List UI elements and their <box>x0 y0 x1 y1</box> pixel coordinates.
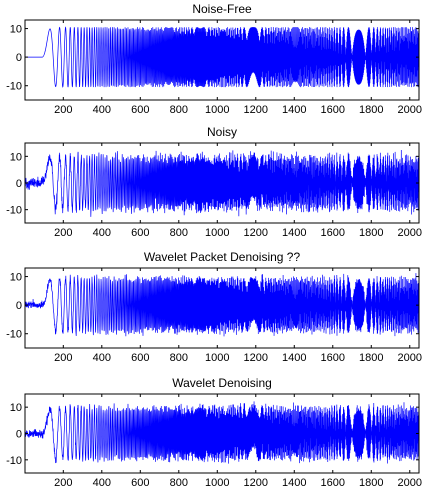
x-tick-label: 1600 <box>321 227 345 239</box>
chart-panel-1: Noise-Free 200 400 600 800 1000 1200 1400 1600 18… <box>6 2 422 116</box>
chart-panel-2: Noisy 200 400 600 800 1000 1200 1400 1600 1800 200… <box>6 125 422 239</box>
x-tick-label: 200 <box>54 352 72 364</box>
y-tick-label: 10 <box>10 272 22 284</box>
x-tick-label: 1400 <box>282 227 306 239</box>
x-tick-label: 1000 <box>205 104 229 116</box>
y-tick-label: 0 <box>16 178 22 190</box>
x-tick-label: 400 <box>93 104 111 116</box>
x-tick-label: 200 <box>54 477 72 489</box>
axes-box <box>24 267 420 349</box>
x-tick-label: 400 <box>93 227 111 239</box>
signal-line <box>25 149 419 217</box>
x-tick-label: 1200 <box>244 227 268 239</box>
signal-line <box>25 401 419 464</box>
signal-line <box>25 26 419 88</box>
panel-title: Noise-Free <box>192 2 252 16</box>
x-tick-label: 400 <box>93 352 111 364</box>
x-tick-label: 1400 <box>282 352 306 364</box>
x-tick-label: 800 <box>170 352 188 364</box>
x-tick-label: 1000 <box>205 352 229 364</box>
x-tick-label: 2000 <box>398 104 422 116</box>
y-tick-label: -10 <box>6 455 22 467</box>
y-tick-label: 10 <box>10 151 22 163</box>
y-tick-label: 0 <box>16 429 22 441</box>
x-tick-label: 200 <box>54 104 72 116</box>
x-tick-label: 2000 <box>398 477 422 489</box>
panel-title: Wavelet Denoising <box>172 376 272 390</box>
x-tick-label: 400 <box>93 477 111 489</box>
panel-title: Noisy <box>207 125 237 139</box>
x-tick-label: 1000 <box>205 477 229 489</box>
x-tick-label: 800 <box>170 104 188 116</box>
x-tick-label: 1200 <box>244 104 268 116</box>
y-tick-label: 10 <box>10 402 22 414</box>
x-tick-label: 2000 <box>398 227 422 239</box>
x-tick-label: 1800 <box>359 477 383 489</box>
x-tick-label: 1600 <box>321 104 345 116</box>
y-tick-label: -10 <box>6 81 22 93</box>
x-tick-label: 1600 <box>321 352 345 364</box>
x-tick-label: 1600 <box>321 477 345 489</box>
chart-panel-4: Wavelet Denoising 200 400 600 800 1000 1200 140… <box>6 376 422 489</box>
signal-line <box>25 273 419 337</box>
x-tick-label: 1800 <box>359 352 383 364</box>
chart-panel-3: Wavelet Packet Denoising ?? 200 400 600 800 1… <box>6 250 422 364</box>
x-tick-label: 600 <box>131 477 149 489</box>
y-tick-label: 0 <box>16 52 22 64</box>
y-tick-label: 10 <box>10 24 22 36</box>
x-tick-label: 1800 <box>359 104 383 116</box>
y-tick-label: -10 <box>6 329 22 341</box>
x-tick-label: 1200 <box>244 477 268 489</box>
x-tick-label: 600 <box>131 227 149 239</box>
x-tick-label: 1200 <box>244 352 268 364</box>
x-tick-label: 1000 <box>205 227 229 239</box>
x-tick-label: 1400 <box>282 477 306 489</box>
x-tick-label: 600 <box>131 104 149 116</box>
x-tick-label: 600 <box>131 352 149 364</box>
panel-title: Wavelet Packet Denoising ?? <box>144 250 301 264</box>
x-tick-label: 1400 <box>282 104 306 116</box>
y-tick-label: 0 <box>16 300 22 312</box>
x-tick-label: 2000 <box>398 352 422 364</box>
axes-box <box>24 19 420 101</box>
x-tick-label: 200 <box>54 227 72 239</box>
x-tick-label: 800 <box>170 227 188 239</box>
y-tick-label: -10 <box>6 205 22 217</box>
x-tick-label: 1800 <box>359 227 383 239</box>
x-tick-label: 800 <box>170 477 188 489</box>
